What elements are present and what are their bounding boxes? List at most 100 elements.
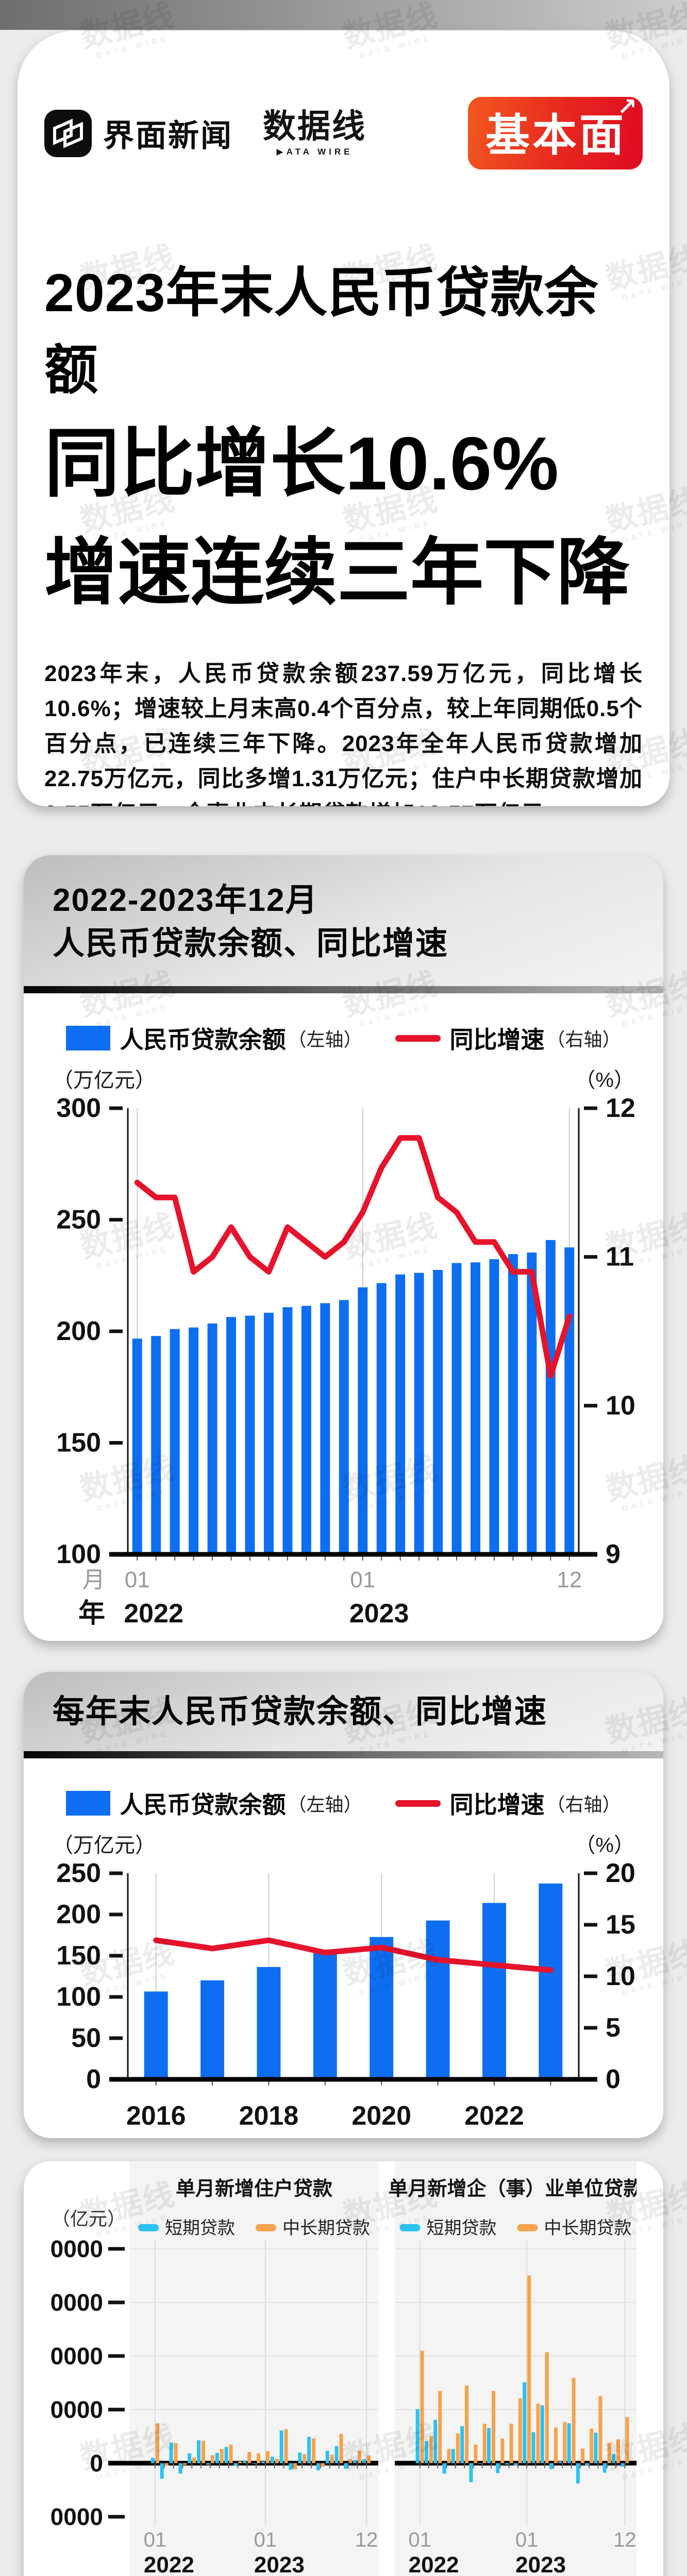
svg-text:01: 01 <box>144 2529 167 2551</box>
svg-text:150: 150 <box>56 1941 101 1971</box>
section-divider-bar <box>24 1751 663 1758</box>
svg-text:短期贷款: 短期贷款 <box>427 2218 497 2238</box>
svg-text:2016: 2016 <box>126 2101 186 2131</box>
svg-text:200: 200 <box>56 1316 101 1346</box>
svg-text:9: 9 <box>606 1539 621 1569</box>
svg-text:10: 10 <box>606 1391 635 1420</box>
svg-text:150: 150 <box>56 1428 101 1458</box>
section-title-line: 每年末人民币贷款余额、同比增速 <box>53 1694 548 1730</box>
jiemian-news-wordmark: 界面新闻 <box>103 118 233 153</box>
up-right-arrow-icon: ↗ <box>617 93 640 120</box>
svg-text:01: 01 <box>125 1567 150 1592</box>
play-triangle-icon: ▶ <box>276 146 287 157</box>
svg-text:2023: 2023 <box>349 1599 409 1629</box>
yearly-chart-card: 每年末人民币贷款余额、同比增速 人民币贷款余额 （左轴） 同比增速 （右轴） （… <box>24 1672 663 2138</box>
svg-text:01: 01 <box>515 2529 538 2551</box>
svg-text:单月新增企（事）业单位贷款: 单月新增企（事）业单位贷款 <box>388 2178 636 2200</box>
monthly-chart-legend: 人民币贷款余额 （左轴） 同比增速 （右轴） <box>51 1021 636 1055</box>
right-axis-unit: （%） <box>575 1069 634 1092</box>
monthly-loan-balance-chart: 300 250 200 150 100 12 11 10 9 月年 01 2022 01 2023 12 <box>56 1095 635 1629</box>
svg-text:250: 250 <box>56 1205 101 1235</box>
svg-text:10: 10 <box>606 1961 635 1991</box>
legend-item-balance: 人民币贷款余额 （左轴） <box>66 1021 362 1055</box>
svg-text:5: 5 <box>606 2013 621 2043</box>
svg-text:年: 年 <box>78 1599 105 1629</box>
monthly-chart-axis-units: （万亿元） （%） <box>51 1063 636 1093</box>
yearly-chart-axis-units: （万亿元） （%） <box>51 1828 636 1858</box>
svg-text:11: 11 <box>606 1242 634 1272</box>
svg-text:01: 01 <box>350 1567 375 1592</box>
svg-text:12: 12 <box>613 2529 636 2551</box>
small-charts-card: （亿元） 40000 30000 20000 10000 0 -10000 单月新增住户贷款短… <box>24 2161 663 2576</box>
page-title-line-3: 增速连续三年下降 <box>44 532 630 614</box>
section-divider-bar <box>24 986 663 993</box>
svg-text:100: 100 <box>56 1982 101 2012</box>
new-loans-panels-chart: （亿元） 40000 30000 20000 10000 0 -10000 单月新增住户贷款短… <box>51 2161 636 2576</box>
svg-text:20000: 20000 <box>51 2343 103 2369</box>
svg-text:10000: 10000 <box>51 2396 103 2423</box>
svg-text:2022: 2022 <box>144 2552 194 2576</box>
svg-text:中长期贷款: 中长期贷款 <box>282 2218 370 2238</box>
svg-text:（亿元）: （亿元） <box>52 2208 126 2229</box>
svg-text:30000: 30000 <box>51 2289 103 2316</box>
svg-text:2022: 2022 <box>124 1599 183 1629</box>
line-swatch-icon <box>395 1035 441 1042</box>
svg-text:250: 250 <box>56 1860 101 1888</box>
column-badge-label: 基本面 <box>485 111 626 160</box>
top-gradient-band <box>0 0 687 30</box>
section-title-line: 2022-2023年12月 <box>53 883 319 918</box>
svg-text:单月新增住户贷款: 单月新增住户贷款 <box>176 2178 332 2200</box>
svg-text:01: 01 <box>254 2529 277 2551</box>
svg-text:月: 月 <box>82 1567 105 1592</box>
datawire-logo: 数据线 ▶ATA WIRE <box>263 110 366 157</box>
svg-text:12: 12 <box>606 1095 635 1123</box>
svg-text:中长期贷款: 中长期贷款 <box>544 2218 632 2238</box>
svg-text:0: 0 <box>90 2450 103 2477</box>
svg-text:2023: 2023 <box>515 2552 566 2576</box>
datawire-wordmark-cn: 数据线 <box>263 107 366 145</box>
column-badge: 基本面 ↗ <box>468 93 643 170</box>
svg-text:300: 300 <box>56 1095 101 1123</box>
svg-text:20: 20 <box>606 1860 635 1888</box>
yearly-chart-legend: 人民币贷款余额 （左轴） 同比增速 （右轴） <box>51 1786 636 1820</box>
svg-text:2020: 2020 <box>351 2101 411 2131</box>
svg-text:0: 0 <box>86 2064 101 2094</box>
legend-item-growth: 同比增速 （右轴） <box>395 1021 621 1055</box>
svg-text:40000: 40000 <box>51 2235 103 2262</box>
legend-item-growth: 同比增速 （右轴） <box>395 1786 621 1820</box>
svg-text:2018: 2018 <box>239 2101 299 2131</box>
intro-paragraph: 2023年末，人民币贷款余额237.59万亿元，同比增长10.6%；增速较上月末… <box>44 661 643 806</box>
left-axis-unit: （万亿元） <box>53 1834 156 1857</box>
monthly-chart-section-header: 2022-2023年12月 人民币贷款余额、同比增速 <box>24 855 663 986</box>
bar-swatch-icon <box>66 1791 111 1816</box>
svg-text:200: 200 <box>56 1900 101 1929</box>
intro-card: 界面新闻 数据线 ▶ATA WIRE 基本面 ↗ 2023年末人民币贷款余额 同… <box>18 31 669 806</box>
svg-text:2022: 2022 <box>464 2101 524 2131</box>
svg-text:-10000: -10000 <box>51 2503 103 2530</box>
section-title-line: 人民币贷款余额、同比增速 <box>53 926 449 961</box>
yearly-chart-section-header: 每年末人民币贷款余额、同比增速 <box>24 1672 663 1751</box>
svg-text:2023: 2023 <box>254 2552 305 2576</box>
bar-swatch-icon <box>66 1026 111 1050</box>
svg-text:0: 0 <box>606 2064 621 2094</box>
svg-text:12: 12 <box>355 2529 378 2551</box>
svg-text:15: 15 <box>606 1910 635 1940</box>
header-logo-row: 界面新闻 数据线 ▶ATA WIRE 基本面 ↗ <box>44 31 643 170</box>
legend-item-balance: 人民币贷款余额 （左轴） <box>66 1786 362 1820</box>
line-swatch-icon <box>395 1800 441 1807</box>
svg-text:12: 12 <box>557 1567 582 1592</box>
svg-text:100: 100 <box>56 1539 101 1569</box>
page-title: 2023年末人民币贷款余额 同比增长10.6% 增速连续三年下降 <box>44 255 643 628</box>
datawire-wordmark-en: ▶ATA WIRE <box>276 146 353 157</box>
svg-text:短期贷款: 短期贷款 <box>165 2218 235 2238</box>
svg-text:2022: 2022 <box>409 2552 459 2576</box>
right-axis-unit: （%） <box>575 1834 634 1857</box>
page-title-line-2: 同比增长10.6% <box>44 421 559 505</box>
monthly-chart-card: 2022-2023年12月 人民币贷款余额、同比增速 人民币贷款余额 （左轴） … <box>24 855 663 1641</box>
svg-text:01: 01 <box>408 2529 431 2551</box>
jiemian-news-icon <box>44 109 92 157</box>
left-axis-unit: （万亿元） <box>53 1069 156 1092</box>
svg-text:50: 50 <box>71 2023 101 2053</box>
page-title-line-1: 2023年末人民币贷款余额 <box>44 263 599 400</box>
